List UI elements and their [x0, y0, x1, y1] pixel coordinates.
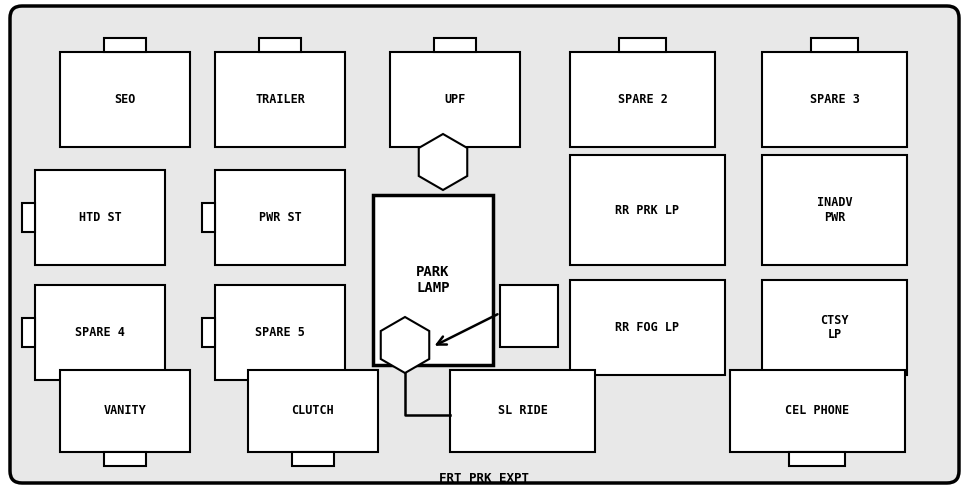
- Bar: [762, 155, 907, 265]
- Bar: [60, 370, 190, 452]
- Bar: [450, 370, 595, 452]
- Text: SPARE 3: SPARE 3: [809, 93, 860, 106]
- Bar: [22, 318, 35, 347]
- Bar: [202, 203, 215, 232]
- Text: TRAILER: TRAILER: [255, 93, 305, 106]
- Text: FRT PRK EXPT: FRT PRK EXPT: [440, 472, 529, 486]
- Polygon shape: [419, 134, 467, 190]
- Bar: [373, 195, 493, 365]
- Bar: [22, 203, 35, 232]
- Text: CEL PHONE: CEL PHONE: [786, 405, 850, 417]
- Bar: [730, 370, 905, 452]
- Bar: [570, 52, 715, 147]
- Bar: [105, 38, 145, 52]
- Bar: [248, 370, 378, 452]
- Bar: [619, 38, 666, 52]
- Bar: [105, 452, 145, 466]
- Bar: [293, 452, 333, 466]
- Bar: [762, 280, 907, 375]
- Text: SPARE 4: SPARE 4: [75, 326, 125, 339]
- Bar: [790, 452, 846, 466]
- Bar: [570, 280, 725, 375]
- Text: PWR ST: PWR ST: [259, 211, 301, 224]
- Bar: [500, 285, 558, 347]
- Text: SPARE 2: SPARE 2: [617, 93, 668, 106]
- Bar: [762, 52, 907, 147]
- Text: SPARE 5: SPARE 5: [255, 326, 305, 339]
- Polygon shape: [381, 317, 429, 373]
- Bar: [35, 170, 165, 265]
- Text: SL RIDE: SL RIDE: [497, 405, 547, 417]
- Bar: [259, 38, 300, 52]
- Text: RR PRK LP: RR PRK LP: [615, 203, 679, 217]
- Text: INADV
PWR: INADV PWR: [817, 196, 853, 224]
- Text: UPF: UPF: [445, 93, 466, 106]
- Text: CLUTCH: CLUTCH: [292, 405, 334, 417]
- Text: VANITY: VANITY: [104, 405, 146, 417]
- Bar: [202, 318, 215, 347]
- Bar: [570, 155, 725, 265]
- Bar: [215, 285, 345, 380]
- Text: PARK
LAMP: PARK LAMP: [417, 265, 450, 295]
- Text: RR FOG LP: RR FOG LP: [615, 321, 679, 334]
- Bar: [215, 52, 345, 147]
- Bar: [390, 52, 520, 147]
- Bar: [434, 38, 476, 52]
- Bar: [35, 285, 165, 380]
- Bar: [215, 170, 345, 265]
- Bar: [811, 38, 858, 52]
- Text: HTD ST: HTD ST: [78, 211, 121, 224]
- Text: CTSY
LP: CTSY LP: [820, 313, 849, 342]
- Bar: [60, 52, 190, 147]
- Text: SEO: SEO: [114, 93, 136, 106]
- FancyBboxPatch shape: [10, 6, 959, 483]
